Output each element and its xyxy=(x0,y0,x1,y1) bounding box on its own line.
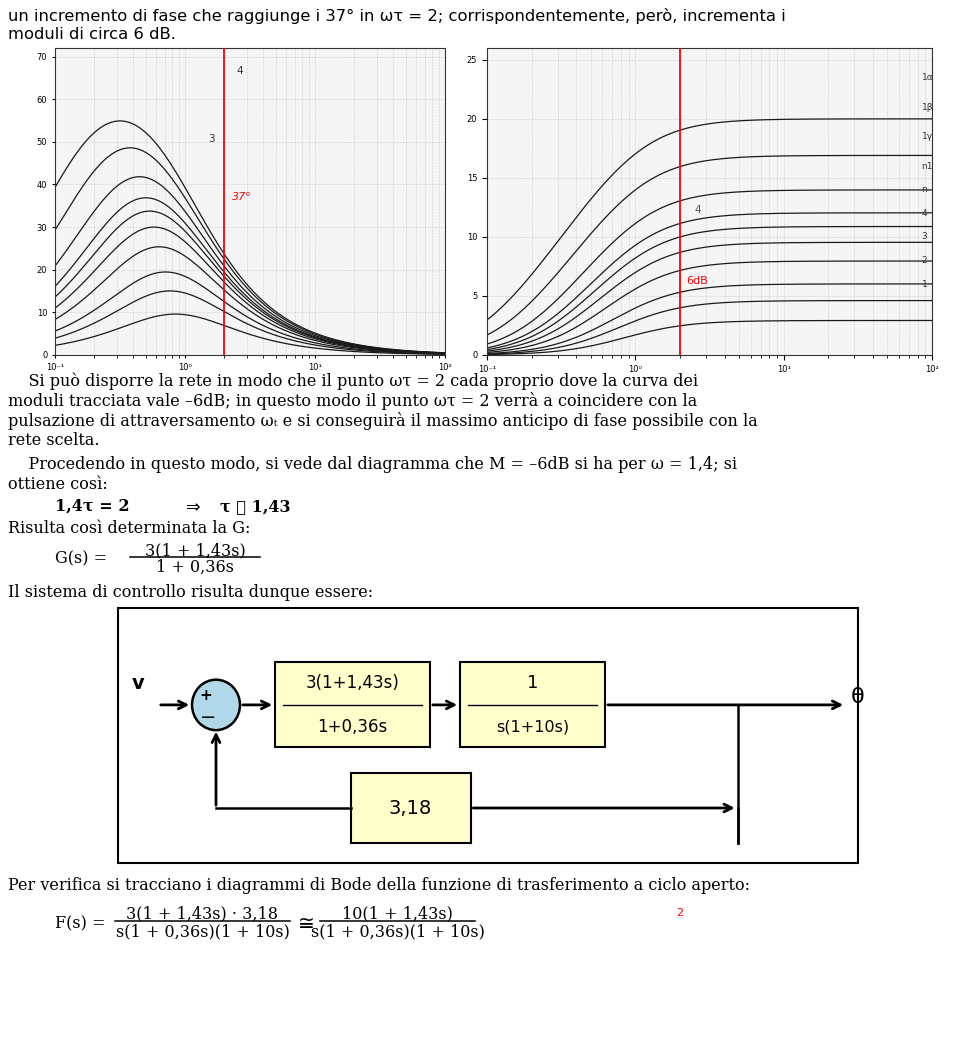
Text: 6dB: 6dB xyxy=(686,276,708,286)
Text: n1: n1 xyxy=(922,162,933,170)
Text: ⇒: ⇒ xyxy=(175,498,211,516)
Text: τ ≅ 1,43: τ ≅ 1,43 xyxy=(220,498,291,515)
Text: 1: 1 xyxy=(922,280,927,288)
Bar xyxy=(460,663,605,748)
Text: +: + xyxy=(200,689,212,703)
Text: moduli di circa 6 dB.: moduli di circa 6 dB. xyxy=(8,27,176,43)
Text: 10(1 + 1,43s): 10(1 + 1,43s) xyxy=(342,905,453,922)
Text: 3: 3 xyxy=(922,232,927,242)
Text: s(1 + 0,36s)(1 + 10s): s(1 + 0,36s)(1 + 10s) xyxy=(311,923,485,940)
Text: 4: 4 xyxy=(237,65,243,76)
Text: 4: 4 xyxy=(694,205,701,216)
Text: 1+0,36s: 1+0,36s xyxy=(318,718,388,736)
Text: Procedendo in questo modo, si vede dal diagramma che M = –6dB si ha per ω = 1,4;: Procedendo in questo modo, si vede dal d… xyxy=(8,456,737,473)
Text: 3(1 + 1,43s) · 3,18: 3(1 + 1,43s) · 3,18 xyxy=(127,905,278,922)
Text: s(1 + 0,36s)(1 + 10s): s(1 + 0,36s)(1 + 10s) xyxy=(115,923,289,940)
Text: Si può disporre la rete in modo che il punto ωτ = 2 cada proprio dove la curva d: Si può disporre la rete in modo che il p… xyxy=(8,372,698,390)
Text: 1α: 1α xyxy=(922,73,933,82)
Text: 3(1 + 1,43s): 3(1 + 1,43s) xyxy=(145,542,246,559)
Bar xyxy=(118,608,858,863)
Text: Per verifica si tracciano i diagrammi di Bode della funzione di trasferimento a : Per verifica si tracciano i diagrammi di… xyxy=(8,877,750,894)
Text: Il sistema di controllo risulta dunque essere:: Il sistema di controllo risulta dunque e… xyxy=(8,584,373,601)
Text: ottiene così:: ottiene così: xyxy=(8,476,108,493)
Text: 2: 2 xyxy=(677,907,684,918)
Text: rete scelta.: rete scelta. xyxy=(8,432,100,449)
Text: Risulta così determinata la G:: Risulta così determinata la G: xyxy=(8,520,251,537)
Text: θ: θ xyxy=(851,686,865,707)
Text: 2: 2 xyxy=(922,256,927,265)
Text: 1 + 0,36s: 1 + 0,36s xyxy=(156,559,234,576)
Text: un incremento di fase che raggiunge i 37° in ωτ = 2; corrispondentemente, però, : un incremento di fase che raggiunge i 37… xyxy=(8,8,785,24)
Text: moduli tracciata vale –6dB; in questo modo il punto ωτ = 2 verrà a coincidere co: moduli tracciata vale –6dB; in questo mo… xyxy=(8,392,697,410)
Text: v: v xyxy=(132,674,145,693)
Text: 4: 4 xyxy=(922,208,927,218)
Ellipse shape xyxy=(192,679,240,730)
Text: n: n xyxy=(922,186,927,194)
Text: 1,4τ = 2: 1,4τ = 2 xyxy=(55,498,130,515)
Text: ≅: ≅ xyxy=(298,915,315,934)
Text: pulsazione di attraversamento ωₜ e si conseguirà il massimo anticipo di fase pos: pulsazione di attraversamento ωₜ e si co… xyxy=(8,412,757,430)
Bar xyxy=(275,663,430,748)
Text: F(s) =: F(s) = xyxy=(55,915,106,932)
Text: −: − xyxy=(200,708,216,727)
Text: 3(1+1,43s): 3(1+1,43s) xyxy=(305,674,399,692)
Text: 1γ: 1γ xyxy=(922,132,933,141)
Text: 1β: 1β xyxy=(922,103,933,112)
Text: G(s) =: G(s) = xyxy=(55,550,108,567)
Text: 1: 1 xyxy=(527,674,539,692)
Text: 37°: 37° xyxy=(232,192,252,202)
Text: 3,18: 3,18 xyxy=(389,798,432,817)
Text: 3: 3 xyxy=(208,134,214,144)
Text: s(1+10s): s(1+10s) xyxy=(496,720,569,734)
Bar xyxy=(350,773,470,843)
